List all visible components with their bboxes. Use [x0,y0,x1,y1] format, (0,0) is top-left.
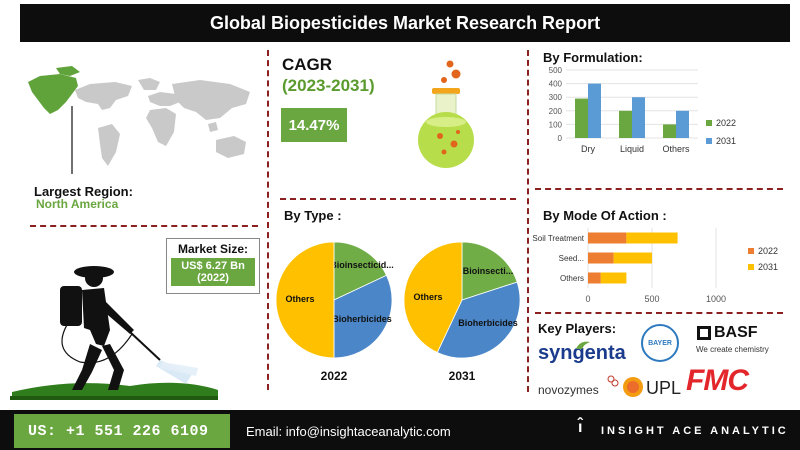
basf-text: BASF [714,324,758,341]
by-formulation-title: By Formulation: [543,50,643,65]
mode-bar-2022 [588,272,601,284]
by-mode-title: By Mode Of Action : [543,208,667,223]
pie-year-label: 2031 [449,369,476,383]
divider-left [267,50,269,390]
formulation-y-tick: 300 [549,93,563,102]
formulation-legend-swatch [706,138,712,144]
mode-y-tick: Soil Treatment [532,234,584,243]
pie-year-label: 2022 [321,369,348,383]
mode-x-tick: 1000 [706,294,726,304]
pie-slice [461,241,518,301]
pie-slice-label: Bioherbicides [332,314,392,324]
mode-bar-2031 [613,252,652,264]
cagr-title: CAGR [282,55,333,74]
market-size-label: Market Size: [177,242,249,256]
pie-slice-label: Others [285,294,314,304]
mode-legend-label: 2031 [758,262,778,272]
basf-tagline: We create chemistry [696,345,769,354]
pie-slice-label: Bioherbicides [458,318,518,328]
brand-logo-icon: ı̂ [578,419,583,436]
formulation-legend-swatch [706,120,712,126]
divider-mode [535,312,783,314]
mode-x-tick: 500 [644,294,659,304]
formulation-y-tick: 400 [549,80,563,89]
mode-x-tick: 0 [585,294,590,304]
largest-region-label: Largest Region: [34,184,133,199]
by-mode-bar-chart: 0 500 1000 Soil Treatment Seed... Others 2022 2… [532,228,778,304]
basf-square-icon [697,326,711,340]
cagr-value: 14.47% [281,108,347,142]
divider-region [30,225,258,227]
farmer-sprayer-illustration [10,266,218,400]
world-map [28,66,250,174]
formulation-bar-2022 [619,110,632,138]
pie-slice [333,274,393,359]
mode-bar-2031 [626,232,678,244]
market-size-year: (2022) [197,272,229,284]
divider-formulation [535,188,783,190]
novozymes-logo: novozymes [538,383,599,397]
bayer-logo: BAYER [641,324,679,362]
email-address[interactable]: Email: info@insightaceanalytic.com [246,424,451,439]
largest-region-value: North America [36,197,119,211]
upl-logo: UPL [646,378,682,398]
formulation-bar-2022 [663,124,676,138]
mode-legend-swatch [748,264,754,270]
pie-slice-label: Others [413,292,442,302]
phone-number[interactable]: US: +1 551 226 6109 [14,414,230,448]
fmc-logo: FMC [686,364,749,397]
pie-slice [403,241,463,354]
formulation-y-tick: 100 [549,120,563,129]
brand-name: INSIGHT ACE ANALYTIC [601,425,789,437]
formulation-x-tick: Liquid [620,144,644,154]
pie-slice-label: Bioinsecti... [463,266,514,276]
formulation-x-tick: Dry [581,144,595,154]
by-formulation-bar-chart: 0 100 200 300 400 500 Dry Liquid Others 2022 2031 [549,66,736,154]
bayer-text: BAYER [648,339,672,347]
by-type-title: By Type : [284,208,342,223]
formulation-legend-label: 2022 [716,118,736,128]
novozymes-icon [607,375,619,387]
mode-bar-2022 [588,232,627,244]
mode-bar-2031 [600,272,627,284]
formulation-y-tick: 0 [558,134,563,143]
divider-right [527,50,529,392]
pie-slice [333,241,388,301]
cagr-period: (2023-2031) [282,76,375,95]
formulation-x-tick: Others [662,144,690,154]
formulation-bar-2031 [632,97,645,138]
by-type-pie-charts: Bioinsecticid...BioherbicidesOthers2022 … [275,241,521,383]
pie-slice [436,281,521,359]
formulation-bar-2031 [676,110,689,138]
formulation-legend-label: 2031 [716,136,736,146]
syngenta-leaf-icon [576,341,590,349]
market-size-box: Market Size: US$ 6.27 Bn (2022) [166,238,260,294]
mode-y-tick: Seed... [559,254,584,263]
key-players-title: Key Players: [538,321,617,336]
pie-slice-label: Bioinsecticid... [330,260,394,270]
formulation-y-tick: 200 [549,107,563,116]
mode-legend-swatch [748,248,754,254]
pie-slice [275,241,335,359]
formulation-bar-2031 [588,83,601,138]
basf-logo: BASF [697,324,758,342]
syngenta-logo: syngenta [538,342,626,364]
formulation-y-tick: 500 [549,66,563,75]
mode-y-tick: Others [560,274,584,283]
upl-orb-icon [623,377,643,397]
mode-legend-label: 2022 [758,246,778,256]
formulation-bar-2022 [575,98,588,138]
mode-bar-2022 [588,252,614,264]
market-size-value: US$ 6.27 Bn [181,260,245,272]
report-title: Global Biopesticides Market Research Rep… [20,4,790,42]
lab-flask-illustration [418,60,474,168]
divider-cagr [280,198,516,200]
